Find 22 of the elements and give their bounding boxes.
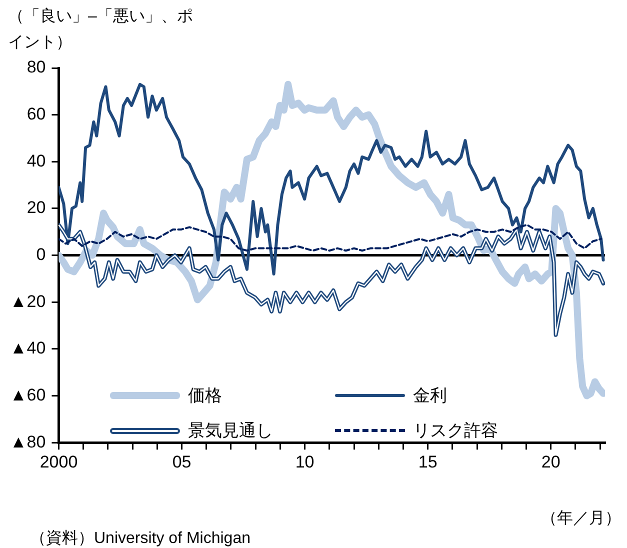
y-axis-title: （「良い」–「悪い」、ポイント） [8, 6, 194, 53]
x-tick-label: 20 [541, 452, 560, 472]
x-axis-title: （年／月） [541, 509, 621, 529]
y-tick-label: ▲80 [10, 432, 46, 452]
y-tick-label: 60 [26, 104, 46, 124]
legend-label: 景気見通し [188, 420, 273, 442]
x-tick-label: 15 [418, 452, 438, 472]
y-tick-label: 20 [26, 198, 46, 218]
y-tick-label: ▲40 [10, 338, 46, 358]
y-tick-label: 40 [26, 151, 46, 170]
legend-label: 価格 [188, 385, 222, 407]
y-tick-label: ▲60 [10, 385, 46, 404]
x-tick-label: 2000 [40, 452, 78, 472]
legend-label: リスク許容 [413, 420, 498, 442]
y-tick-label: 0 [36, 244, 46, 264]
x-tick-label: 05 [172, 452, 192, 472]
line-series [58, 224, 602, 252]
legend-label: 金利 [413, 385, 447, 407]
text: （資料）University of Michigan [30, 528, 250, 548]
x-tick-label: 10 [295, 452, 314, 472]
y-tick-label: 80 [26, 58, 46, 77]
y-tick-label: ▲20 [10, 292, 46, 311]
